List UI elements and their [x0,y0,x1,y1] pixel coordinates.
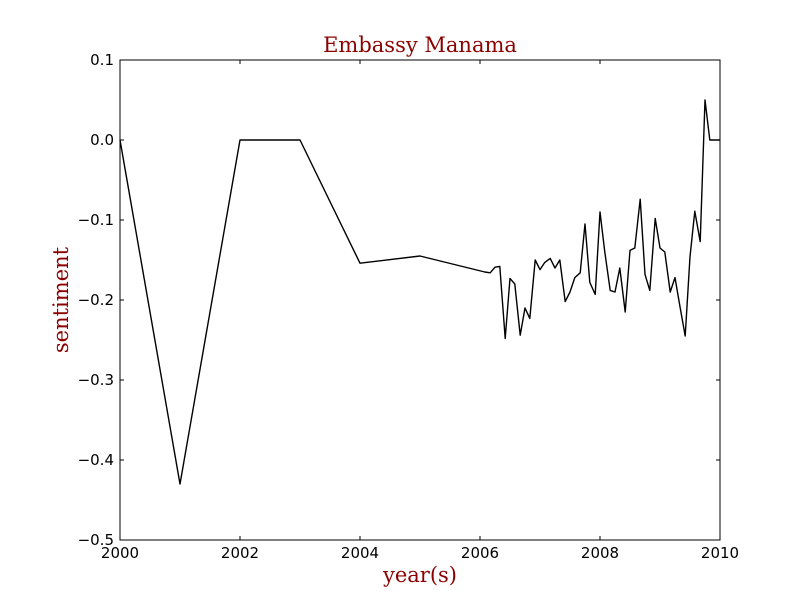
plot-layer [119,99,720,485]
tick-layer: 2000 2002 2004 2006 2008 2010 0.1 0.0 −0.1 −0.2 −0… [78,51,740,562]
y-tick-label: −0.4 [78,451,114,469]
plot-frame [119,59,721,541]
x-tick-label: 2000 [101,544,139,562]
y-axis-label: sentiment [49,246,73,353]
y-tick-label: −0.2 [78,291,114,309]
y-tick-label: −0.3 [78,371,114,389]
x-axis-label: year(s) [382,563,457,587]
y-tick-label: 0.0 [90,131,114,149]
chart-title: Embassy Manama [323,33,517,57]
x-tick-label: 2008 [581,544,619,562]
y-tick-label: −0.5 [78,531,114,549]
x-tick-label: 2010 [701,544,739,562]
x-tick-label: 2006 [461,544,499,562]
x-tick-label: 2002 [221,544,259,562]
series-line-0 [119,99,720,485]
y-tick-label: −0.1 [78,211,114,229]
y-tick-label: 0.1 [90,51,114,69]
x-tick-label: 2004 [341,544,379,562]
